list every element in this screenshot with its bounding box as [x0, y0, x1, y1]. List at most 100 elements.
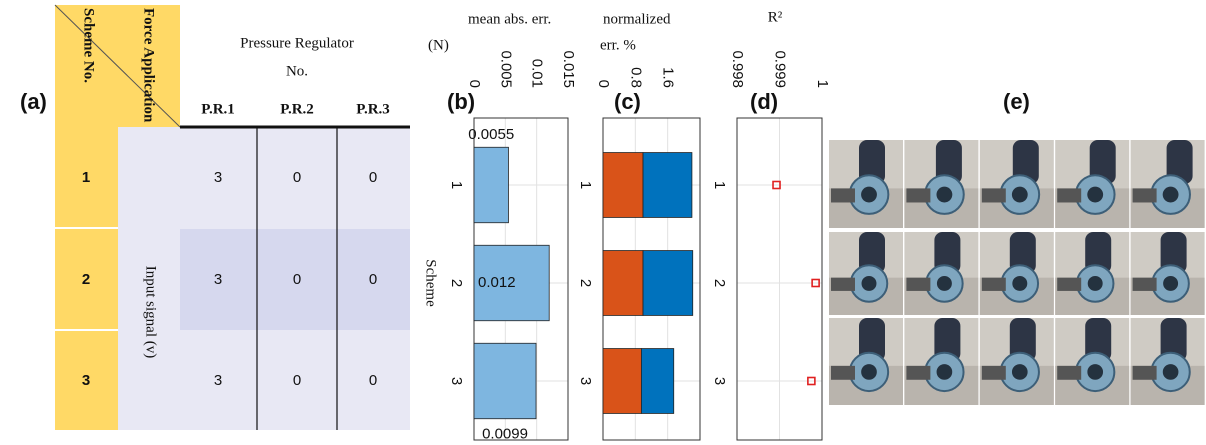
- sensor: [1057, 188, 1082, 203]
- scheme-column: [55, 127, 118, 430]
- robot-arm: [934, 318, 961, 362]
- sensor: [906, 365, 931, 380]
- bar-segment: [642, 152, 693, 218]
- bar-segment: [642, 250, 694, 316]
- bar: [473, 244, 550, 322]
- robot-tip-core: [1011, 186, 1028, 203]
- photo-grid: [829, 140, 1205, 405]
- y-tick-label: 2: [577, 279, 594, 287]
- robot-tip-core: [936, 186, 953, 203]
- group-header: Pressure Regulator: [240, 35, 354, 51]
- panel-label: (b): [447, 89, 475, 114]
- robot-tip-core: [861, 186, 877, 203]
- x-tick-label: 1: [814, 80, 831, 88]
- y-tick-label: 3: [577, 377, 594, 385]
- sensor: [1057, 365, 1082, 380]
- x-tick-label: 0.005: [497, 50, 514, 88]
- marker: [807, 376, 816, 386]
- cell-value: 0: [369, 169, 377, 186]
- panel-label: (d): [750, 89, 778, 114]
- y-tick-label: 1: [448, 181, 465, 189]
- robot-tip-core: [1163, 275, 1179, 291]
- column-header: P.R.2: [280, 101, 314, 117]
- robot-arm: [1085, 318, 1112, 362]
- scheme-number: 2: [82, 271, 90, 288]
- robot-arm: [859, 140, 885, 184]
- sensor: [831, 188, 855, 203]
- cell-value: 0: [369, 271, 377, 288]
- y-tick-label: 3: [711, 377, 728, 385]
- robot-arm: [1009, 318, 1036, 362]
- corner-bottom: Scheme No.: [81, 8, 97, 83]
- marker: [811, 278, 820, 288]
- panel-label: (c): [614, 89, 641, 114]
- robot-tip-core: [861, 275, 877, 291]
- cell-value: 0: [293, 271, 301, 288]
- cell-value: 0: [293, 372, 301, 389]
- robot-arm: [1085, 232, 1112, 274]
- y-tick-label: 1: [577, 181, 594, 189]
- value-label: 0.0099: [482, 426, 528, 443]
- sensor: [981, 277, 1006, 291]
- bar: [473, 146, 509, 224]
- robot-tip-core: [936, 364, 953, 380]
- robot-tip-core: [1162, 186, 1179, 203]
- scheme-number: 1: [82, 169, 90, 186]
- panel-label: (e): [1003, 89, 1030, 114]
- corner-diagonal: [54, 4, 181, 128]
- sensor: [1057, 277, 1082, 291]
- panel-label: (a): [20, 89, 47, 114]
- robot-tip-core: [936, 275, 952, 291]
- cell-value: 3: [214, 169, 222, 186]
- robot-tip-core: [861, 364, 877, 380]
- cell-value: 0: [293, 169, 301, 186]
- x-tick-label: 0.998: [729, 50, 746, 88]
- bar: [473, 342, 537, 420]
- value-label: 0.012: [478, 274, 516, 291]
- scheme-number: 3: [82, 372, 90, 389]
- robot-tip-core: [1162, 364, 1179, 380]
- chart-title: mean abs. err.: [468, 11, 551, 27]
- sensor: [831, 365, 855, 380]
- robot-arm: [1012, 140, 1039, 184]
- cell-value: 3: [214, 271, 222, 288]
- y-axis-label: Scheme: [423, 259, 439, 307]
- x-tick-label: 1.6: [660, 67, 677, 88]
- sensor: [906, 188, 931, 203]
- robot-tip-core: [1012, 275, 1028, 291]
- cell-value: 3: [214, 372, 222, 389]
- highlight-row: [180, 229, 410, 330]
- robot-arm: [1160, 318, 1187, 362]
- bar-segment: [640, 348, 675, 414]
- column-header: P.R.3: [356, 101, 390, 117]
- robot-tip-core: [1087, 275, 1103, 291]
- chart-title: normalized: [603, 11, 671, 27]
- x-tick-label: 0: [466, 80, 483, 88]
- corner-top: Force Application: [141, 8, 157, 123]
- row-group-label: Input signal (v): [143, 266, 159, 358]
- marker: [772, 180, 781, 190]
- x-tick-label: 0.8: [627, 67, 644, 88]
- y-tick-label: 3: [448, 377, 465, 385]
- robot-arm: [1089, 140, 1116, 184]
- robot-tip-core: [1087, 186, 1104, 203]
- robot-arm: [934, 232, 961, 274]
- robot-arm: [935, 140, 962, 184]
- sensor: [981, 188, 1006, 203]
- sensor: [1132, 277, 1157, 291]
- chart-title: (N): [428, 37, 449, 53]
- robot-arm: [1009, 232, 1036, 274]
- bar-segment: [602, 152, 644, 218]
- group-header: No.: [286, 63, 308, 79]
- sensor: [831, 277, 855, 291]
- robot-tip-core: [1087, 364, 1104, 380]
- x-tick-label: 0.01: [529, 59, 546, 88]
- robot-arm: [1166, 140, 1193, 184]
- robot-tip-core: [1011, 364, 1028, 380]
- bar-segment: [602, 250, 644, 316]
- robot-arm: [859, 318, 885, 362]
- y-tick-label: 2: [711, 279, 728, 287]
- chart-title: err. %: [600, 37, 636, 53]
- sensor: [981, 365, 1006, 380]
